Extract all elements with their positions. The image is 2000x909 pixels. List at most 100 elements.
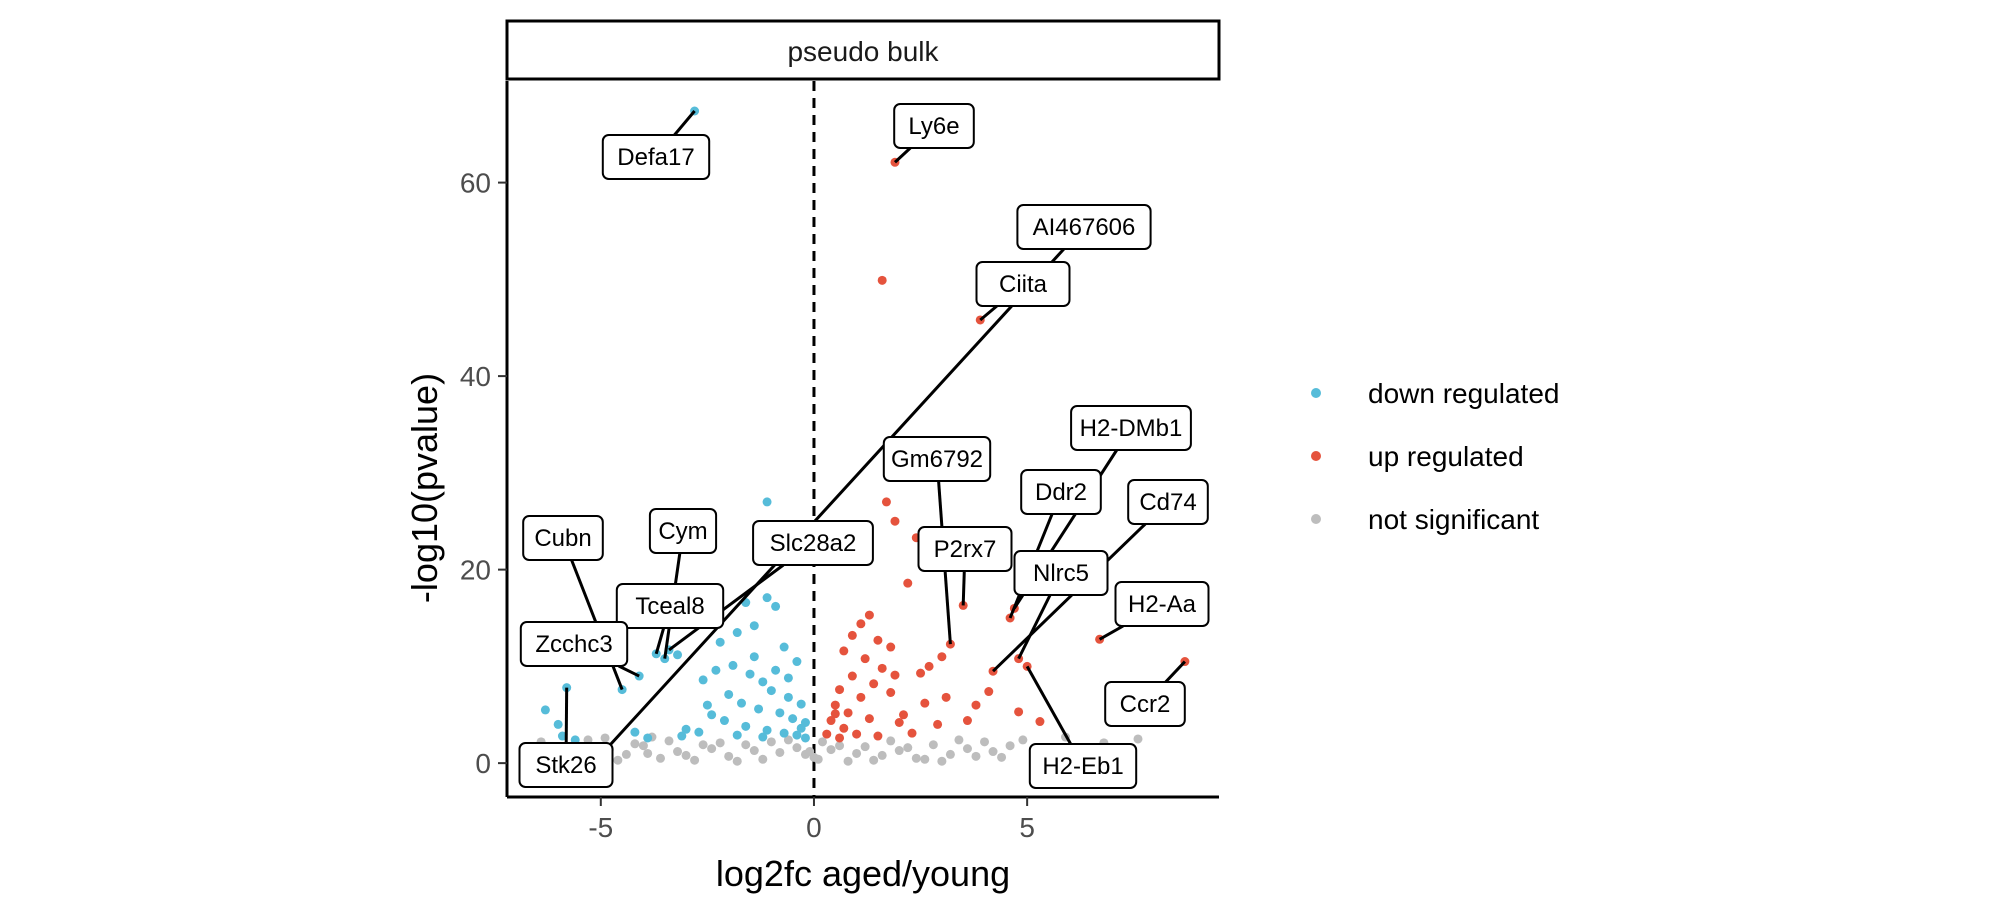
data-point <box>826 745 836 755</box>
gene-label: Cubn <box>522 515 604 561</box>
data-point <box>732 730 742 740</box>
gene-label: Gm6792 <box>882 436 992 482</box>
facet-strip: pseudo bulk <box>505 19 1221 81</box>
data-point <box>843 708 853 718</box>
data-point <box>707 744 717 754</box>
data-point <box>711 665 721 675</box>
data-point <box>553 719 563 729</box>
gene-label: Nlrc5 <box>1013 550 1109 596</box>
data-point <box>877 663 887 673</box>
x-tick-label: 0 <box>806 812 822 843</box>
data-point <box>907 728 917 738</box>
data-point <box>839 723 849 733</box>
data-point <box>715 738 725 748</box>
gene-labels-layer: Defa17 Ly6e AI467606 Ciita H2-DMb1 Gm6792 Ddr2… <box>518 103 1210 789</box>
data-point <box>835 733 845 743</box>
data-point <box>916 668 926 678</box>
data-point <box>792 657 802 667</box>
x-axis-ticks: -5 0 5 <box>588 797 1035 843</box>
data-point <box>813 754 823 764</box>
gene-label: Slc28a2 <box>752 520 874 566</box>
data-point <box>971 751 981 761</box>
leader-line <box>608 247 1065 747</box>
data-point <box>877 275 887 285</box>
gene-label: H2-Aa <box>1114 581 1210 627</box>
data-point <box>664 736 674 746</box>
legend-label: down regulated <box>1368 378 1559 409</box>
data-point <box>805 747 815 757</box>
data-point <box>766 737 776 747</box>
data-point <box>749 652 759 662</box>
data-point <box>869 755 879 765</box>
y-tick-label: 60 <box>460 168 491 199</box>
data-point <box>754 704 764 714</box>
gene-label-text: Defa17 <box>617 144 694 171</box>
data-point <box>920 754 930 764</box>
data-point <box>830 700 840 710</box>
data-point <box>920 698 930 708</box>
data-point <box>762 725 772 735</box>
legend-key <box>1311 388 1321 398</box>
gene-label-box <box>882 436 992 482</box>
data-point <box>933 719 943 729</box>
data-point <box>741 740 751 750</box>
data-point <box>860 742 870 752</box>
data-point <box>971 700 981 710</box>
facet-title: pseudo bulk <box>787 36 939 67</box>
y-tick-label: 0 <box>475 748 491 779</box>
data-point <box>694 727 704 737</box>
gene-label-text: Cubn <box>534 525 591 552</box>
data-point <box>557 731 567 741</box>
data-point <box>903 578 913 588</box>
plot-panel: Defa17 Ly6e AI467606 Ciita H2-DMb1 Gm6792 Ddr2… <box>460 81 1219 843</box>
label-boxes: Defa17 Ly6e AI467606 Ciita H2-DMb1 Gm6792 Ddr2… <box>518 103 1210 789</box>
data-point <box>941 692 951 702</box>
data-point <box>843 756 853 766</box>
gene-label: H2-DMb1 <box>1070 405 1192 451</box>
gene-label-box <box>1020 469 1102 515</box>
data-point <box>877 750 887 760</box>
data-point <box>673 650 683 660</box>
data-point <box>736 698 746 708</box>
data-point <box>758 677 768 687</box>
gene-label: Ccr2 <box>1104 681 1186 727</box>
data-point <box>852 729 862 739</box>
data-point <box>847 671 857 681</box>
gene-label-box <box>518 742 614 788</box>
gene-label: AI467606 <box>1016 204 1152 250</box>
gene-label-box <box>975 261 1071 307</box>
data-point <box>894 717 904 727</box>
leader-line <box>673 110 696 136</box>
data-point <box>775 747 785 757</box>
data-point <box>540 705 550 715</box>
leader-line <box>893 146 912 164</box>
data-point <box>643 733 653 743</box>
legend: down regulated up regulated not significan… <box>1311 378 1559 535</box>
gene-label: Ddr2 <box>1020 469 1102 515</box>
gene-label: Ciita <box>975 261 1071 307</box>
data-point <box>937 652 947 662</box>
data-point <box>600 733 610 743</box>
data-point <box>847 630 857 640</box>
data-point <box>783 673 793 683</box>
data-point <box>984 687 994 697</box>
leader-line <box>1017 594 1052 660</box>
leader-line <box>654 627 666 655</box>
data-point <box>856 619 866 629</box>
x-axis-title: log2fc aged/young <box>716 853 1010 894</box>
gene-label-text: Nlrc5 <box>1033 560 1089 587</box>
data-point <box>758 754 768 764</box>
gene-label-text: AI467606 <box>1033 214 1136 241</box>
gene-label-text: Ccr2 <box>1120 691 1171 718</box>
gene-label: H2-Eb1 <box>1028 743 1138 789</box>
data-point <box>894 746 904 756</box>
gene-label-text: Ciita <box>999 271 1048 298</box>
gene-label-text: Tceal8 <box>635 593 704 620</box>
data-point <box>792 730 802 740</box>
y-tick-label: 20 <box>460 555 491 586</box>
gene-label-box <box>519 621 629 667</box>
data-point <box>779 728 789 738</box>
data-point <box>749 746 759 756</box>
gene-label-text: Ddr2 <box>1035 479 1087 506</box>
